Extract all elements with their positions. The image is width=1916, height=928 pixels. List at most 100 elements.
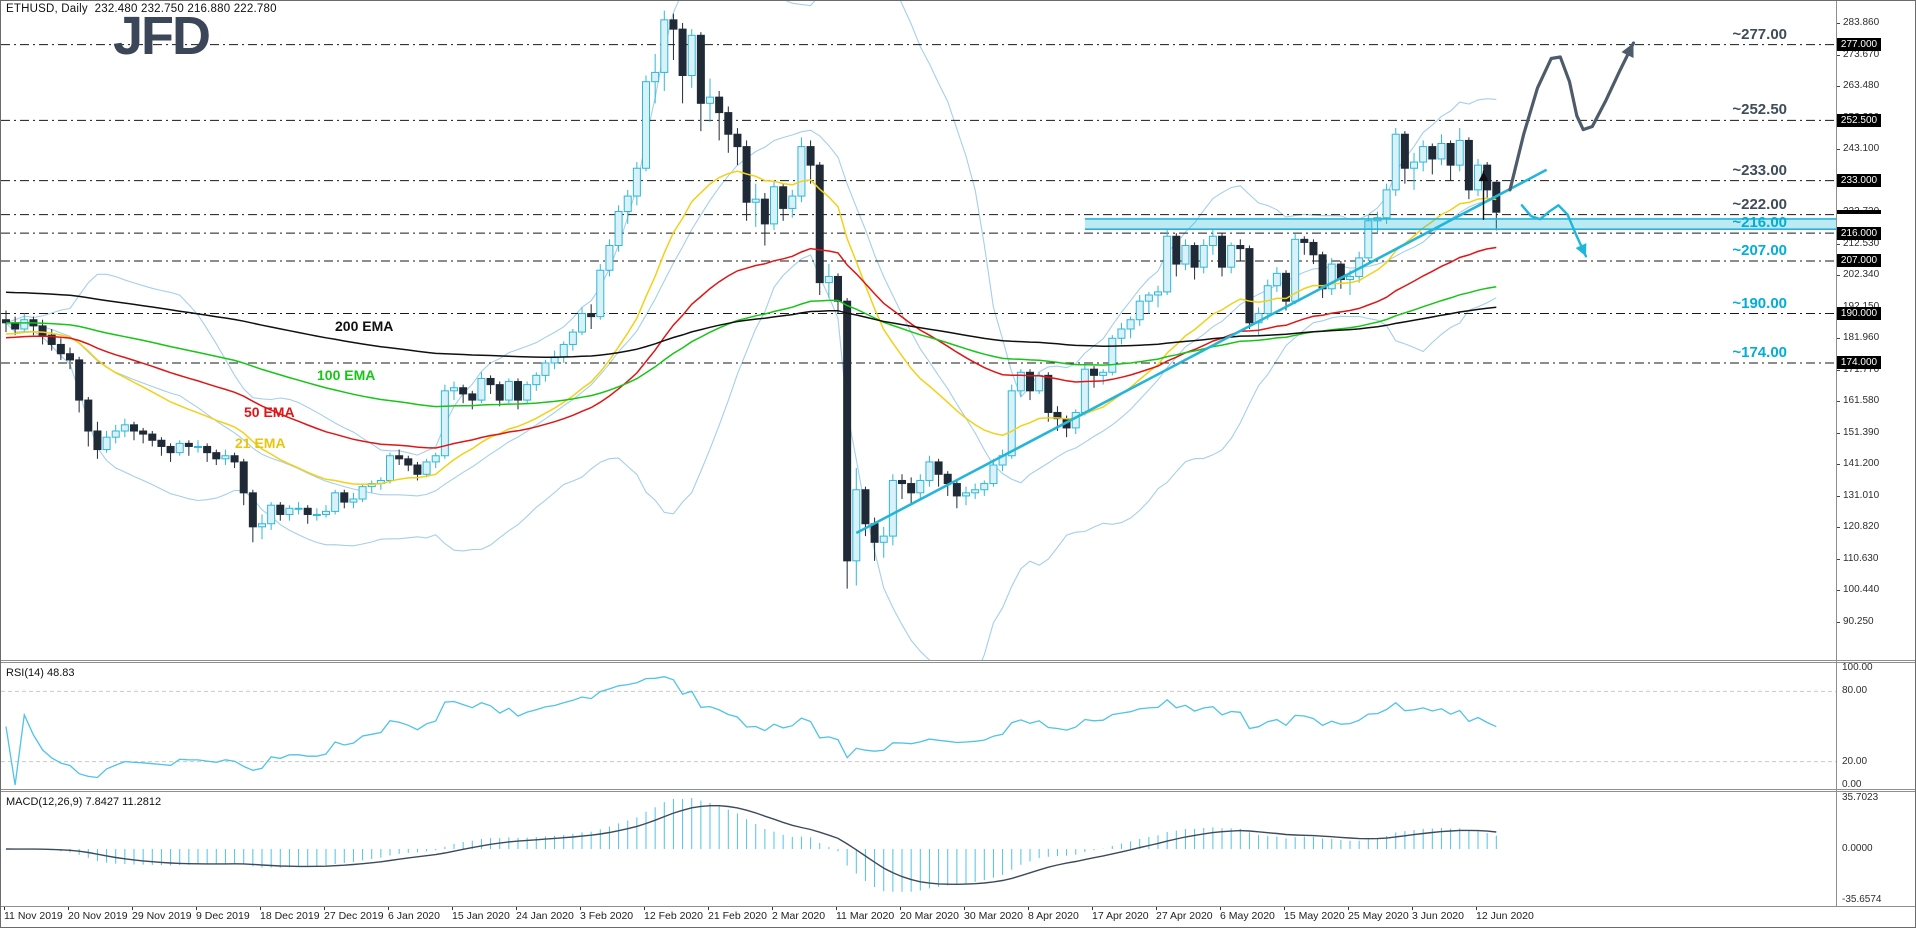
macd-axis-label: -35.6574 [1842, 894, 1882, 905]
rsi-line [5, 676, 1497, 786]
jfd-logo: JFD [113, 6, 211, 66]
candle-body [888, 479, 897, 537]
candle-body [93, 430, 102, 451]
candle-body [66, 353, 75, 361]
candle-body [1236, 245, 1245, 250]
panel-separator[interactable] [1, 662, 1915, 663]
panel-separator [1, 906, 1915, 907]
candle-body [84, 399, 93, 432]
panel-separator[interactable] [1, 789, 1915, 790]
candle-body [1190, 245, 1199, 268]
rsi-axis-label: 0.00 [1842, 779, 1862, 790]
candle-body [38, 325, 47, 336]
main-chart-panel[interactable] [1, 1, 1836, 661]
candle-body [1218, 235, 1227, 268]
candle-body [1437, 143, 1446, 160]
price-tick-label: 192.150 [1843, 301, 1879, 312]
date-label: 15 May 2020 [1284, 910, 1345, 922]
price-tick-mark [1836, 275, 1840, 276]
candle-body [20, 319, 29, 330]
candle-body [1282, 272, 1291, 302]
rsi-axis-label: 20.00 [1842, 756, 1868, 767]
candle-body [806, 146, 815, 166]
candle-body [1446, 143, 1455, 166]
bullish-projection-arrow-head [1621, 43, 1634, 59]
candle-body [632, 167, 641, 197]
price-tick-mark [1836, 55, 1840, 56]
candle-body [669, 19, 678, 30]
date-label: 29 Nov 2019 [132, 910, 192, 922]
symbol-info: ETHUSD, Daily 232.480 232.750 216.880 22… [6, 3, 277, 15]
candle-body [1391, 133, 1400, 191]
candle-body [47, 334, 56, 345]
rsi-panel[interactable] [1, 663, 1836, 790]
date-label: 6 Jan 2020 [388, 910, 440, 922]
price-tick-mark [1836, 464, 1840, 465]
candle-body [724, 112, 733, 135]
candle-body [1026, 371, 1035, 392]
date-tick-mark [1220, 906, 1221, 910]
candle-body [1455, 139, 1464, 166]
panel-separator[interactable] [1, 660, 1915, 661]
ema-21-line [5, 170, 1497, 485]
candle-body [541, 362, 550, 376]
candle-body [760, 198, 769, 225]
date-tick-mark [1156, 906, 1157, 910]
date-tick-mark [324, 906, 325, 910]
candle-body [852, 489, 861, 562]
date-tick-mark [772, 906, 773, 910]
macd-indicator-label: MACD(12,26,9) 7.8427 11.2812 [6, 796, 162, 808]
ema-100-line [5, 285, 1497, 408]
price-tick-label: 141.200 [1843, 458, 1880, 469]
candle-body [1336, 263, 1345, 281]
candle-body [962, 492, 971, 497]
bollinger-upper-line [5, 1, 1497, 456]
level-label: ~233.00 [1732, 162, 1787, 179]
rsi-axis-label: 100.00 [1842, 662, 1873, 673]
candle-body [258, 523, 267, 528]
level-price-badge: 174.000 [1837, 356, 1881, 369]
candle-body [1464, 139, 1473, 191]
axis-separator [1836, 1, 1837, 906]
candle-body [879, 535, 888, 543]
macd-axis-label: 0.0000 [1842, 843, 1873, 854]
candle-body [907, 483, 916, 494]
candle-body [870, 523, 879, 543]
candle-body [1090, 368, 1099, 376]
price-tick-label: 151.390 [1843, 427, 1880, 438]
candle-body [706, 96, 715, 104]
bearish-projection-arrow-head [1575, 243, 1587, 257]
candle-body [1419, 146, 1428, 163]
price-tick-mark [1836, 338, 1840, 339]
price-tick-label: 110.630 [1843, 553, 1879, 564]
macd-panel[interactable] [1, 792, 1836, 906]
candle-body [75, 359, 84, 401]
candle-body [971, 489, 980, 494]
panel-separator[interactable] [1, 791, 1915, 792]
candle-body [303, 507, 312, 515]
candle-body [331, 492, 340, 512]
level-label: ~174.00 [1732, 344, 1787, 361]
date-tick-mark [1092, 906, 1093, 910]
candle-body [130, 424, 139, 432]
date-tick-mark [1412, 906, 1413, 910]
candle-body [1327, 263, 1336, 290]
date-label: 20 Nov 2019 [68, 910, 128, 922]
candle-body [294, 507, 303, 510]
level-price-badge: 216.000 [1837, 227, 1881, 240]
level-price-badge: 233.000 [1837, 174, 1881, 187]
candle-body [678, 28, 687, 77]
candle-body [623, 195, 632, 213]
ema-label: 200 EMA [335, 318, 394, 334]
candle-body [194, 445, 203, 448]
level-label: ~216.00 [1732, 214, 1787, 231]
candle-body [322, 510, 331, 515]
candle-body [349, 498, 358, 503]
candle-body [1144, 294, 1153, 302]
candle-body [989, 464, 998, 485]
date-label: 12 Feb 2020 [644, 910, 703, 922]
date-tick-mark [964, 906, 965, 910]
date-tick-mark [1284, 906, 1285, 910]
date-label: 11 Nov 2019 [4, 910, 63, 922]
price-tick-label: 90.250 [1843, 616, 1874, 627]
